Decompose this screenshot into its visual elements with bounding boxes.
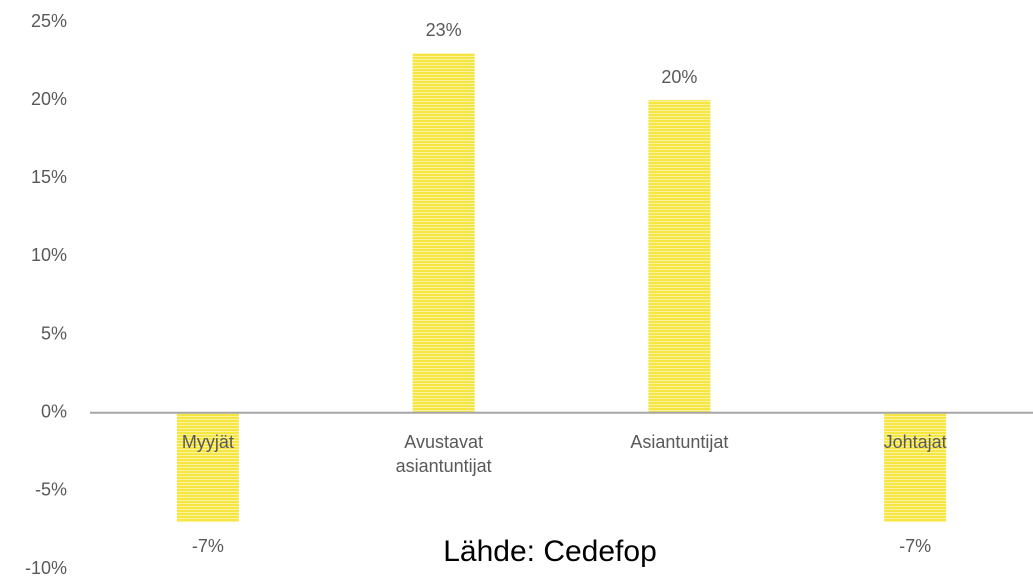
data-label: -7% <box>899 536 931 556</box>
y-tick-label: 5% <box>41 323 67 343</box>
y-tick-label: 0% <box>41 401 67 421</box>
y-tick-label: 15% <box>31 167 67 187</box>
bar <box>648 100 711 413</box>
annotation: Lähde: Cedefop <box>443 535 657 568</box>
bar <box>176 412 239 523</box>
y-tick-label: -5% <box>35 480 67 500</box>
x-tick-label: Johtajat <box>883 431 947 452</box>
x-tick-label: Myyjät <box>181 431 234 452</box>
y-tick-label: 10% <box>31 245 67 265</box>
bar <box>412 53 475 413</box>
y-tick-label: 20% <box>31 89 67 109</box>
y-tick-label: 25% <box>31 11 67 31</box>
x-tick-label: Avustavat asiantuntijat <box>395 431 492 476</box>
data-label: 23% <box>426 20 462 40</box>
x-tick-label: Asiantuntijat <box>630 431 729 452</box>
data-label: 20% <box>661 67 697 87</box>
data-label: -7% <box>192 536 224 556</box>
y-tick-label: -10% <box>25 558 67 578</box>
bar <box>884 412 947 523</box>
